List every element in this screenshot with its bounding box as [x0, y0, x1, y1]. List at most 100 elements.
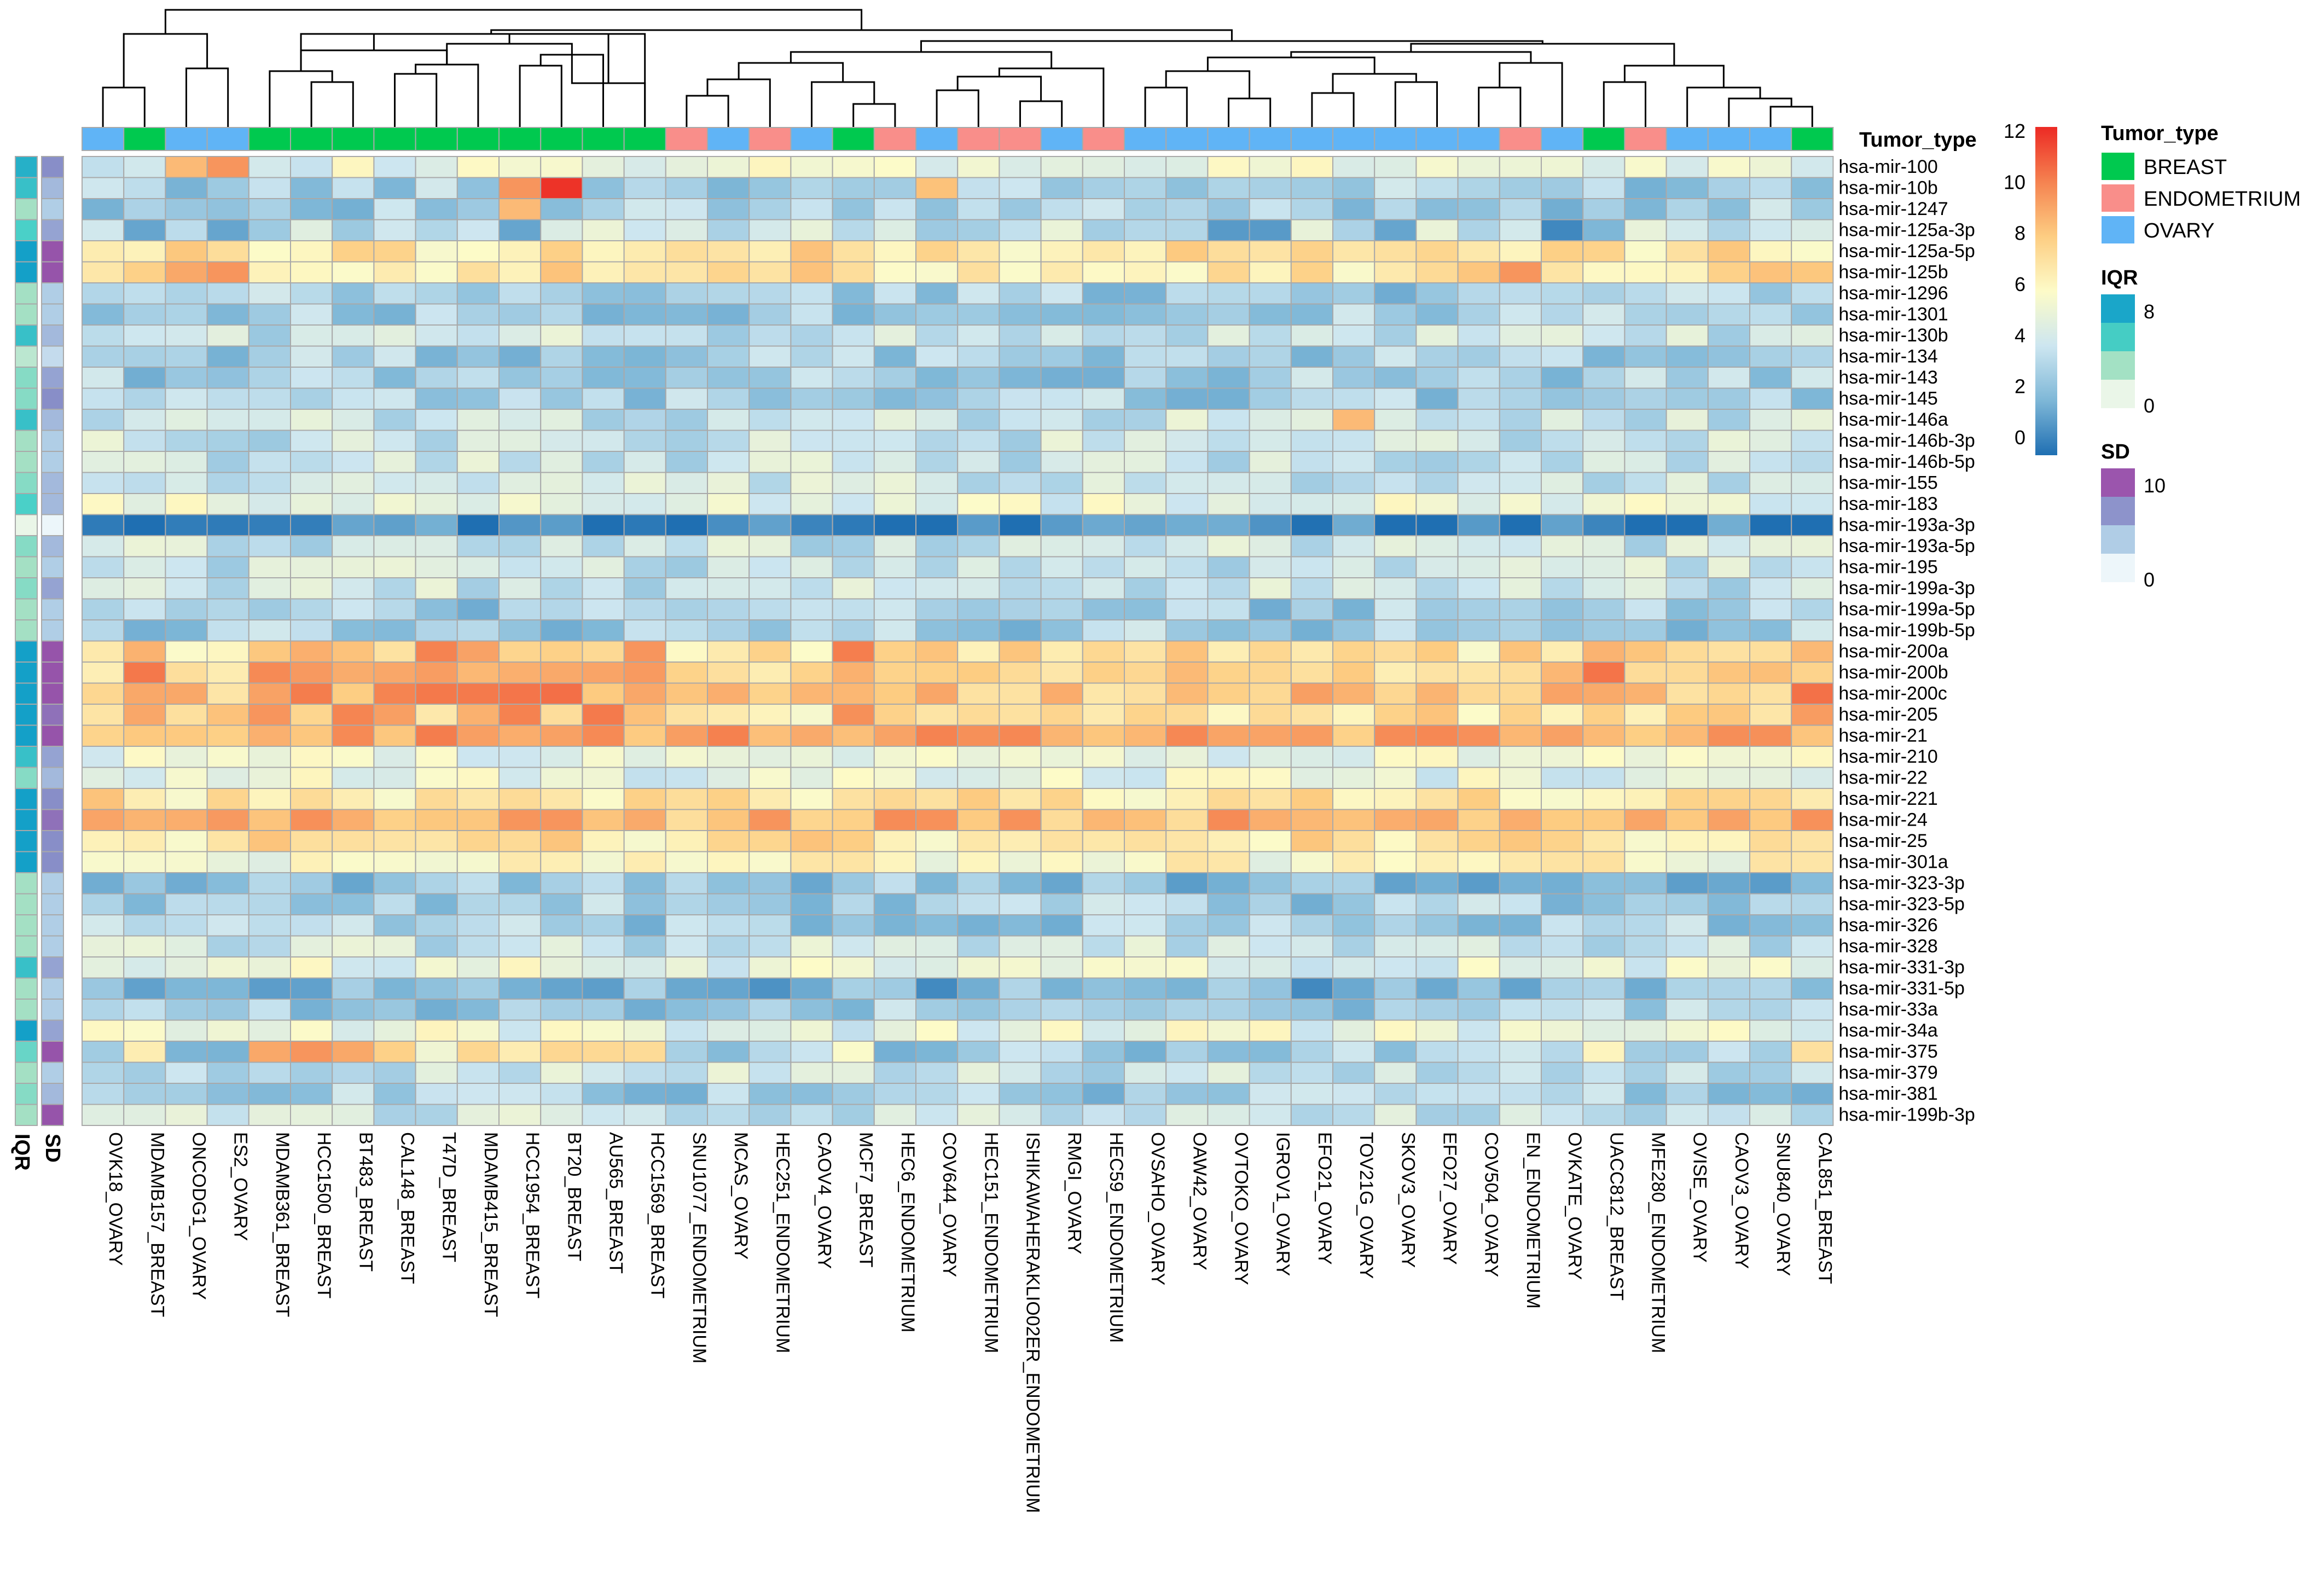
- heatmap-cell: [1582, 451, 1626, 473]
- heatmap-cell: [82, 640, 125, 663]
- heatmap-cell: [1707, 830, 1751, 852]
- heatmap-cell: [1707, 999, 1751, 1021]
- heatmap-cell: [748, 767, 792, 789]
- heatmap-cell: [1457, 767, 1500, 789]
- dendrogram-branch: [1144, 86, 1188, 127]
- sd-side-cell: [41, 261, 64, 283]
- annotation-cell: [290, 127, 333, 151]
- heatmap-cell: [82, 851, 125, 873]
- heatmap-cell: [1082, 851, 1125, 873]
- heatmap-cell: [748, 535, 792, 558]
- heatmap-cell: [1332, 282, 1375, 305]
- heatmap-cell: [915, 556, 959, 578]
- iqr-legend-swatch: [2101, 380, 2135, 408]
- heatmap-cell: [1791, 788, 1834, 810]
- annotation-title: Tumor_type: [1859, 129, 1977, 152]
- heatmap-cell: [332, 767, 375, 789]
- heatmap-cell: [248, 493, 291, 515]
- heatmap-cell: [498, 367, 542, 389]
- heatmap-cell: [1374, 598, 1417, 620]
- heatmap-cell: [915, 282, 959, 305]
- heatmap-cell: [1791, 661, 1834, 684]
- heatmap-cell: [1707, 261, 1751, 283]
- heatmap-cell: [1665, 282, 1709, 305]
- heatmap-cell: [957, 893, 1000, 915]
- heatmap-cell: [1791, 535, 1834, 558]
- heatmap-cell: [123, 409, 166, 431]
- heatmap-cell: [1415, 746, 1459, 768]
- heatmap-cell: [415, 830, 458, 852]
- heatmap-cell: [415, 640, 458, 663]
- heatmap-cell: [206, 177, 249, 199]
- heatmap-cell: [540, 935, 583, 957]
- heatmap-cell: [1332, 724, 1375, 747]
- heatmap-cell: [1332, 598, 1375, 620]
- heatmap-cell: [1290, 724, 1334, 747]
- heatmap-cell: [82, 1041, 125, 1063]
- heatmap-cell: [1499, 367, 1542, 389]
- heatmap-cell: [748, 893, 792, 915]
- iqr-side-cell: [15, 282, 38, 305]
- heatmap-cell: [1541, 1019, 1584, 1042]
- heatmap-cell: [1582, 935, 1626, 957]
- heatmap-cell: [1249, 409, 1292, 431]
- heatmap-cell: [123, 451, 166, 473]
- heatmap-cell: [1415, 324, 1459, 347]
- sd-legend-tick: 0: [2144, 568, 2155, 591]
- heatmap-cell: [290, 598, 333, 620]
- heatmap-cell: [665, 367, 709, 389]
- heatmap-cell: [332, 893, 375, 915]
- heatmap-cell: [957, 472, 1000, 494]
- heatmap-cell: [1541, 893, 1584, 915]
- heatmap-cell: [1457, 303, 1500, 326]
- heatmap-cell: [1791, 724, 1834, 747]
- sd-side-cell: [41, 851, 64, 873]
- heatmap-cell: [1040, 345, 1083, 368]
- heatmap-cell: [582, 830, 625, 852]
- heatmap-cell: [1290, 514, 1334, 536]
- heatmap-cell: [540, 598, 583, 620]
- colorbar-tick: 8: [2015, 222, 2025, 245]
- heatmap-cell: [873, 851, 917, 873]
- heatmap-cell: [248, 1083, 291, 1105]
- heatmap-cell: [1124, 830, 1167, 852]
- heatmap-cell: [873, 198, 917, 220]
- heatmap-cell: [1624, 493, 1667, 515]
- annotation-cell: [373, 127, 416, 151]
- heatmap-cell: [1499, 661, 1542, 684]
- heatmap-cell: [540, 999, 583, 1021]
- heatmap-cell: [748, 977, 792, 1000]
- heatmap-cell: [790, 788, 833, 810]
- heatmap-cell: [206, 640, 249, 663]
- heatmap-cell: [1207, 830, 1250, 852]
- heatmap-cell: [1665, 788, 1709, 810]
- heatmap-cell: [790, 1019, 833, 1042]
- iqr-side-cell: [15, 219, 38, 241]
- row-label: hsa-mir-143: [1838, 367, 1937, 388]
- heatmap-cell: [665, 977, 709, 1000]
- annotation-cell: [582, 127, 625, 151]
- heatmap-cell: [832, 619, 875, 642]
- heatmap-cell: [1207, 1041, 1250, 1063]
- heatmap-cell: [1457, 914, 1500, 937]
- heatmap-cell: [1791, 598, 1834, 620]
- heatmap-cell: [290, 156, 333, 178]
- heatmap-cell: [456, 535, 500, 558]
- sd-side-cell: [41, 1061, 64, 1084]
- heatmap-cell: [123, 282, 166, 305]
- heatmap-cell: [957, 514, 1000, 536]
- heatmap-cell: [1707, 724, 1751, 747]
- heatmap-cell: [1457, 1061, 1500, 1084]
- heatmap-cell: [623, 219, 666, 241]
- heatmap-cell: [332, 430, 375, 452]
- heatmap-cell: [999, 472, 1042, 494]
- heatmap-cell: [707, 999, 750, 1021]
- heatmap-cell: [1374, 535, 1417, 558]
- heatmap-cell: [1749, 619, 1792, 642]
- heatmap-cell: [456, 619, 500, 642]
- heatmap-cell: [290, 493, 333, 515]
- legend-swatch: [2100, 152, 2135, 181]
- heatmap-cell: [790, 640, 833, 663]
- heatmap-cell: [123, 767, 166, 789]
- heatmap-cell: [1541, 387, 1584, 410]
